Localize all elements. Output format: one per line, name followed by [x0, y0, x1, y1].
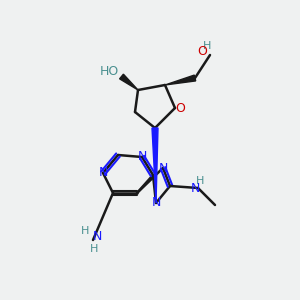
Text: O: O [176, 101, 185, 115]
Text: H: H [90, 244, 99, 254]
Text: N: N [158, 161, 168, 175]
Text: N: N [93, 230, 102, 244]
Text: N: N [191, 182, 201, 194]
Polygon shape [165, 75, 196, 85]
Polygon shape [120, 74, 138, 90]
Text: H: H [196, 176, 205, 185]
Text: N: N [98, 167, 108, 179]
Text: H: H [203, 41, 211, 51]
Text: O: O [198, 45, 207, 58]
Polygon shape [152, 128, 158, 203]
Text: N: N [137, 151, 147, 164]
Text: HO: HO [99, 64, 119, 78]
Text: H: H [81, 226, 90, 236]
Text: N: N [151, 196, 161, 209]
